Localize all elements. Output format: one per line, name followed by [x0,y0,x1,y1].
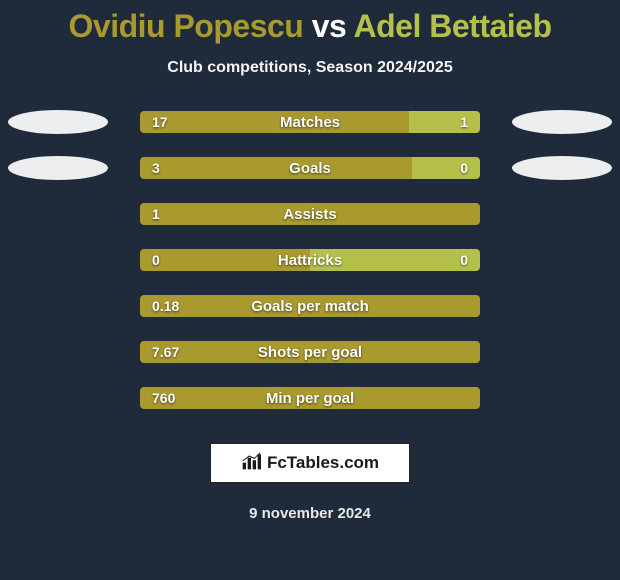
player2-bar [412,157,480,179]
player1-club-logo [8,110,108,134]
bar-track [140,203,480,225]
player2-value: 0 [460,249,468,271]
player2-bar [409,111,480,133]
stat-row: 3Goals0 [0,157,620,179]
stat-row: 1Assists [0,203,620,225]
comparison-card: Ovidiu Popescu vs Adel Bettaieb Club com… [0,0,620,580]
player1-value: 0 [152,249,160,271]
bar-track [140,341,480,363]
player1-bar [140,111,409,133]
player2-club-logo [512,156,612,180]
player1-value: 7.67 [152,341,179,363]
player1-bar [140,203,480,225]
player1-bar [140,157,412,179]
bar-track [140,111,480,133]
player1-bar [140,295,480,317]
player1-club-logo [8,156,108,180]
player1-bar [140,387,480,409]
player1-bar [140,341,480,363]
player2-club-logo [512,110,612,134]
stat-row: 17Matches1 [0,111,620,133]
player2-name: Adel Bettaieb [354,8,552,44]
player1-value: 17 [152,111,168,133]
player1-name: Ovidiu Popescu [69,8,304,44]
stat-row: 7.67Shots per goal [0,341,620,363]
player1-value: 3 [152,157,160,179]
player2-bar [310,249,480,271]
stat-rows: 17Matches1 3Goals0 1Assists 0Hattricks0 0.18… [0,111,620,409]
title: Ovidiu Popescu vs Adel Bettaieb [69,8,552,45]
footer-site: FcTables.com [267,453,379,473]
bar-track [140,249,480,271]
date: 9 november 2024 [249,505,371,522]
stats-bars-icon [241,451,261,476]
bar-track [140,387,480,409]
player1-value: 1 [152,203,160,225]
bar-track [140,295,480,317]
player1-bar [140,249,310,271]
stat-row: 760Min per goal [0,387,620,409]
player2-value: 1 [460,111,468,133]
player1-value: 0.18 [152,295,179,317]
bar-track [140,157,480,179]
player2-value: 0 [460,157,468,179]
stat-row: 0.18Goals per match [0,295,620,317]
player1-value: 760 [152,387,175,409]
footer-badge[interactable]: FcTables.com [210,443,410,483]
stat-row: 0Hattricks0 [0,249,620,271]
subtitle: Club competitions, Season 2024/2025 [167,59,452,77]
vs-word: vs [312,8,347,44]
